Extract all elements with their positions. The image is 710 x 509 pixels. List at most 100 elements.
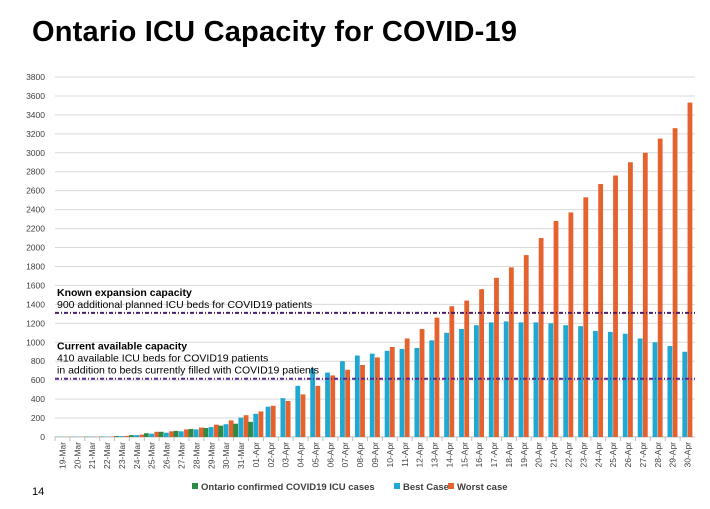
bar-best-case bbox=[607, 331, 613, 437]
bar-best-case bbox=[280, 398, 286, 437]
x-tick-label: 12-Apr bbox=[415, 442, 425, 468]
bar-worst-case bbox=[124, 435, 130, 437]
bar-best-case bbox=[295, 385, 301, 437]
y-tick-label: 3400 bbox=[26, 110, 45, 120]
x-tick-label: 25-Apr bbox=[608, 442, 618, 468]
y-tick-label: 600 bbox=[31, 375, 45, 385]
bar-best-case bbox=[265, 406, 271, 437]
bar-best-case bbox=[134, 435, 140, 437]
y-tick-label: 1600 bbox=[26, 280, 45, 290]
y-tick-label: 400 bbox=[31, 394, 45, 404]
bar-worst-case bbox=[568, 212, 574, 437]
reference-heading: Current available capacity bbox=[57, 341, 187, 353]
bar-best-case bbox=[325, 372, 330, 437]
x-tick-label: 29-Mar bbox=[206, 442, 216, 469]
reference-text: in addition to beds currently filled wit… bbox=[57, 365, 319, 377]
x-tick-label: 06-Apr bbox=[325, 442, 335, 468]
y-tick-label: 2000 bbox=[26, 243, 45, 253]
x-tick-label: 04-Apr bbox=[296, 442, 306, 468]
bar-best-case bbox=[622, 333, 628, 437]
x-tick-label: 26-Apr bbox=[623, 442, 633, 468]
y-tick-label: 1200 bbox=[26, 318, 45, 328]
bar-best-case bbox=[414, 347, 420, 437]
x-tick-label: 30-Apr bbox=[683, 442, 693, 468]
x-tick-label: 14-Apr bbox=[444, 442, 454, 468]
x-tick-label: 15-Apr bbox=[459, 442, 469, 468]
x-tick-label: 20-Apr bbox=[534, 442, 544, 468]
x-tick-label: 07-Apr bbox=[340, 442, 350, 468]
y-tick-label: 200 bbox=[31, 413, 45, 423]
bar-best-case bbox=[637, 338, 643, 437]
bar-worst-case bbox=[687, 102, 693, 437]
bar-best-case bbox=[429, 340, 435, 437]
bar-best-case bbox=[340, 361, 345, 437]
bar-worst-case bbox=[494, 277, 499, 437]
x-tick-label: 01-Apr bbox=[251, 442, 261, 468]
bar-worst-case bbox=[285, 401, 291, 437]
bar-best-case bbox=[164, 432, 169, 437]
bar-worst-case bbox=[613, 175, 618, 438]
bar-worst-case bbox=[642, 152, 648, 437]
bar-best-case bbox=[238, 417, 244, 437]
bar-worst-case bbox=[330, 375, 336, 437]
bar-best-case bbox=[178, 431, 184, 437]
bar-confirmed bbox=[233, 423, 239, 437]
bar-worst-case bbox=[464, 300, 470, 437]
bar-worst-case bbox=[184, 429, 189, 437]
y-tick-label: 1000 bbox=[26, 337, 45, 347]
x-tick-label: 29-Apr bbox=[668, 442, 678, 468]
y-tick-label: 2600 bbox=[26, 186, 45, 196]
y-tick-label: 3800 bbox=[26, 72, 45, 82]
bar-best-case bbox=[223, 424, 229, 437]
y-tick-label: 2800 bbox=[26, 167, 45, 177]
y-tick-label: 800 bbox=[31, 356, 45, 366]
bar-worst-case bbox=[345, 369, 351, 437]
y-tick-label: 3000 bbox=[26, 148, 45, 158]
x-tick-label: 18-Apr bbox=[504, 442, 514, 468]
bar-best-case bbox=[149, 433, 154, 437]
x-tick-label: 25-Mar bbox=[147, 442, 157, 469]
x-tick-label: 13-Apr bbox=[430, 442, 440, 468]
bar-worst-case bbox=[598, 184, 604, 437]
bar-worst-case bbox=[375, 357, 380, 437]
x-tick-label: 19-Apr bbox=[519, 442, 529, 468]
bar-worst-case bbox=[270, 405, 276, 437]
bar-best-case bbox=[253, 413, 259, 437]
x-tick-label: 23-Mar bbox=[117, 442, 127, 469]
bar-confirmed bbox=[188, 428, 194, 437]
bar-confirmed bbox=[218, 425, 224, 437]
x-tick-label: 30-Mar bbox=[221, 442, 231, 469]
reference-heading: Known expansion capacity bbox=[57, 287, 192, 299]
y-tick-label: 0 bbox=[40, 432, 45, 442]
x-tick-label: 20-Mar bbox=[72, 442, 82, 469]
bar-best-case bbox=[399, 348, 405, 437]
bar-best-case bbox=[354, 355, 360, 437]
bar-worst-case bbox=[672, 128, 678, 437]
bar-worst-case bbox=[553, 221, 559, 437]
bar-worst-case bbox=[154, 431, 160, 437]
bar-best-case bbox=[548, 323, 554, 437]
bar-confirmed bbox=[248, 421, 253, 437]
bar-worst-case bbox=[419, 329, 425, 437]
bar-worst-case bbox=[360, 365, 365, 437]
x-tick-label: 02-Apr bbox=[266, 442, 276, 468]
bar-confirmed bbox=[114, 436, 119, 437]
bar-best-case bbox=[593, 330, 598, 437]
bar-best-case bbox=[473, 325, 479, 437]
bar-worst-case bbox=[228, 420, 234, 437]
bar-worst-case bbox=[139, 434, 145, 437]
bar-confirmed bbox=[158, 431, 164, 437]
x-tick-label: 09-Apr bbox=[370, 442, 380, 468]
reference-text: 410 available ICU beds for COVID19 patie… bbox=[57, 353, 268, 365]
y-tick-label: 2200 bbox=[26, 224, 45, 234]
x-tick-label: 08-Apr bbox=[355, 442, 365, 468]
bar-best-case bbox=[563, 325, 569, 437]
bar-worst-case bbox=[404, 338, 410, 437]
bar-worst-case bbox=[657, 138, 663, 437]
bar-worst-case bbox=[213, 424, 219, 437]
bar-worst-case bbox=[258, 411, 264, 437]
bar-best-case bbox=[444, 332, 450, 437]
bar-best-case bbox=[667, 346, 673, 437]
y-tick-label: 1400 bbox=[26, 299, 45, 309]
bar-confirmed bbox=[129, 435, 134, 437]
